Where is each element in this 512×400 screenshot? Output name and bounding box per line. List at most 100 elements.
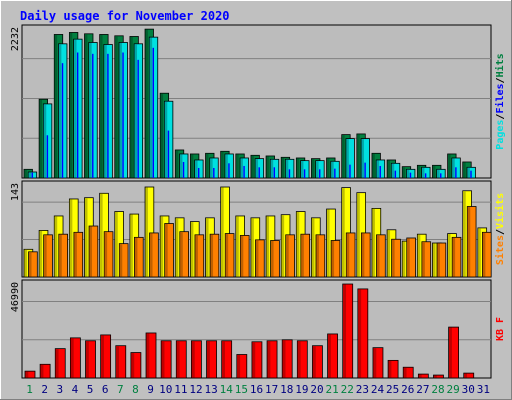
kbytes-bar-body: [402, 366, 414, 379]
hits-bar-shade: [296, 158, 300, 178]
files-bar: [107, 53, 109, 179]
visits-bar-shade: [145, 187, 148, 277]
kbytes-bar: [100, 334, 112, 379]
kbytes-bar-body: [448, 326, 459, 379]
kbytes-bar-body: [130, 352, 142, 379]
kbytes-bar-body: [433, 374, 444, 379]
files-bar: [152, 47, 154, 178]
kbytes-bar-shade: [403, 367, 407, 378]
day-label: 12: [189, 383, 202, 396]
sites-bar: [421, 241, 432, 278]
pages-bar-shade: [28, 172, 32, 178]
visits-bar-shade: [24, 249, 27, 277]
day-label: 25: [386, 383, 399, 396]
kbytes-bar-body: [296, 340, 308, 379]
day-label: 16: [250, 383, 263, 396]
files-bar: [243, 165, 245, 178]
kbytes-bar-shade: [328, 334, 331, 378]
kbytes-bar: [24, 370, 36, 379]
visits-bar-shade: [311, 218, 315, 277]
sites-bar-shade: [437, 243, 440, 277]
hits-bar-shade: [190, 154, 194, 178]
hits-bar-shade: [54, 34, 58, 178]
visits-bar-shade: [387, 230, 391, 277]
day-label: 15: [235, 383, 248, 396]
sites-bar-shade: [286, 235, 289, 277]
day-label: 23: [356, 383, 369, 396]
kbytes-bar-body: [281, 339, 293, 379]
kbytes-bar-shade: [312, 346, 316, 378]
sites-bar: [224, 233, 235, 278]
kbytes-bar-body: [54, 348, 66, 379]
day-labels: 1 2 3 4 5 6 7 8 9 10 11 12 13 14 15 16 17 18 19 20 21 22 23 24 2…: [26, 383, 490, 396]
sites-bar: [376, 234, 386, 278]
pages-bar-shade: [134, 44, 138, 178]
sites-bar-shade: [377, 235, 380, 277]
files-bar: [46, 135, 49, 178]
sites-bar-body: [209, 233, 220, 278]
kbytes-bar: [54, 348, 66, 379]
sites-bar-body: [239, 235, 250, 278]
files-bar: [137, 59, 139, 178]
kbytes-bar-body: [312, 345, 323, 379]
sites-bar: [436, 242, 447, 278]
files-bar: [228, 163, 230, 178]
sites-bar-shade: [134, 237, 138, 277]
visits-bar-shade: [402, 241, 406, 277]
sites-bar-body: [194, 234, 205, 278]
visits-bar-shade: [478, 228, 481, 277]
hits-bar-shade: [236, 154, 239, 178]
visits-bar-shade: [85, 198, 88, 277]
hits-bar-shade: [39, 99, 43, 178]
sites-bar: [73, 231, 84, 278]
sites-bar: [179, 231, 190, 278]
sites-bar-shade: [271, 240, 274, 277]
visits-bar-shade: [190, 222, 194, 277]
pages-bar-shade: [285, 159, 289, 178]
visits-bar-shade: [372, 208, 375, 277]
hits-bar-shade: [145, 29, 148, 178]
kbytes-bar: [39, 363, 51, 379]
hits-bar-shade: [402, 167, 406, 178]
sites-bar-shade: [422, 242, 425, 277]
pages-bar-shade: [58, 44, 62, 178]
kbytes-bar: [417, 373, 429, 379]
pages-bar-shade: [164, 101, 168, 178]
kbytes-bar: [387, 359, 399, 379]
files-bar: [364, 162, 366, 178]
kbytes-bar: [448, 326, 459, 379]
pages-bar-shade: [406, 169, 410, 178]
day-label: 9: [147, 383, 154, 396]
hits-bar-shade: [372, 153, 375, 178]
sites-bar-shade: [104, 232, 108, 277]
kbytes-bar: [69, 337, 81, 379]
sites-bar: [466, 206, 477, 278]
visits-bar-shade: [206, 218, 209, 277]
sites-bar-body: [270, 240, 280, 278]
pages-bar-shade: [210, 158, 213, 178]
kbytes-bar: [160, 340, 172, 379]
day-label: 8: [132, 383, 139, 396]
legend-pages: Pages: [495, 120, 506, 150]
sites-bar-shade: [346, 233, 350, 277]
kbytes-bar: [402, 366, 414, 379]
kbytes-bar-body: [160, 340, 172, 379]
sites-bar: [164, 223, 174, 278]
kbytes-bar-shade: [449, 327, 452, 378]
kbytes-bar-body: [251, 341, 263, 379]
sites-bar-body: [255, 239, 265, 278]
pages-bar-shade: [316, 161, 319, 178]
visits-bar-shade: [236, 216, 239, 277]
day-label: 28: [431, 383, 444, 396]
day-label: 20: [310, 383, 323, 396]
kbytes-bar-body: [387, 359, 399, 379]
sites-bar-shade: [407, 238, 410, 277]
files-bar: [394, 170, 397, 178]
max-value-label-1: 2232: [10, 27, 21, 51]
sites-bar: [58, 233, 68, 278]
pages-bar-shade: [467, 167, 470, 178]
hits-bar-shade: [100, 34, 103, 178]
sites-bar-shade: [255, 240, 259, 277]
hits-bar-shade: [327, 158, 330, 178]
